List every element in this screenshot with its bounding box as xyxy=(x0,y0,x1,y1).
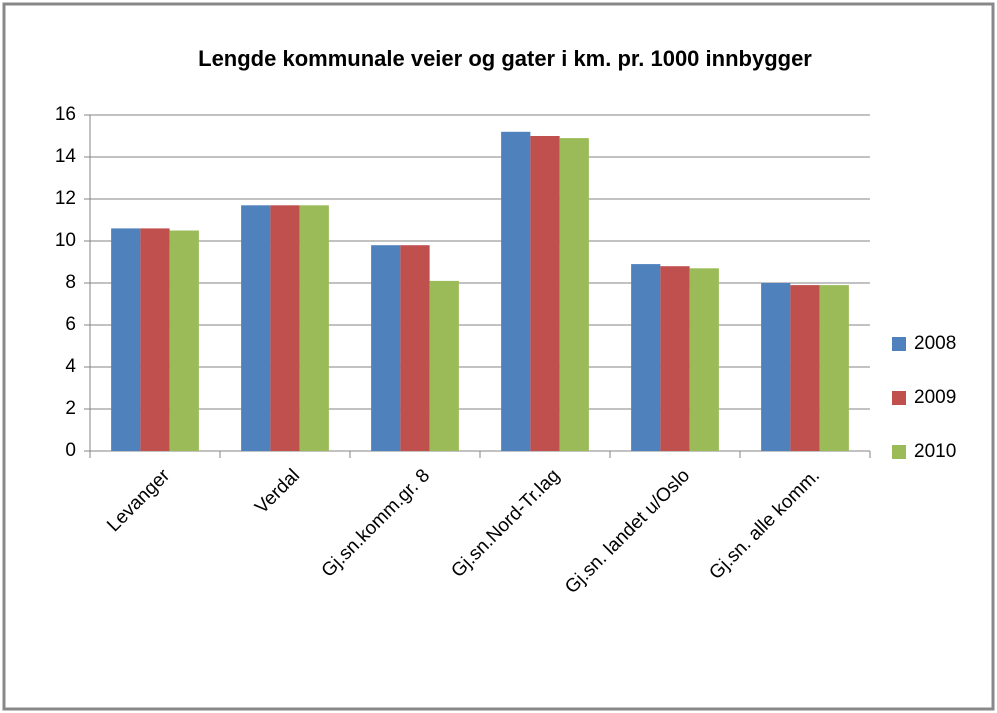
bar xyxy=(790,285,820,451)
legend-label: 2010 xyxy=(914,441,956,462)
bar xyxy=(631,264,661,451)
bar xyxy=(140,228,170,451)
bar xyxy=(299,205,329,451)
bar xyxy=(241,205,271,451)
y-tick-label: 14 xyxy=(55,146,77,167)
legend-label: 2009 xyxy=(914,387,956,408)
y-tick-label: 12 xyxy=(55,188,76,209)
y-tick-label: 4 xyxy=(65,356,76,377)
y-tick-label: 2 xyxy=(65,398,76,419)
bar xyxy=(819,285,849,451)
legend-swatch xyxy=(892,337,906,351)
bar xyxy=(111,228,141,451)
chart-title: Lengde kommunale veier og gater i km. pr… xyxy=(198,46,812,71)
bar xyxy=(270,205,300,451)
bar xyxy=(400,245,430,451)
bar xyxy=(530,136,560,451)
legend-swatch xyxy=(892,391,906,405)
bar xyxy=(371,245,401,451)
legend-label: 2008 xyxy=(914,333,956,354)
y-tick-label: 0 xyxy=(65,440,76,461)
y-tick-label: 6 xyxy=(65,314,76,335)
bar xyxy=(689,268,719,451)
y-tick-label: 10 xyxy=(55,230,76,251)
y-tick-label: 16 xyxy=(55,104,76,125)
legend-swatch xyxy=(892,445,906,459)
bar xyxy=(559,138,589,451)
bar xyxy=(169,230,199,451)
bar xyxy=(429,280,459,451)
bar xyxy=(761,283,791,451)
bar xyxy=(501,131,531,452)
y-tick-label: 8 xyxy=(65,272,76,293)
bar xyxy=(660,266,690,451)
